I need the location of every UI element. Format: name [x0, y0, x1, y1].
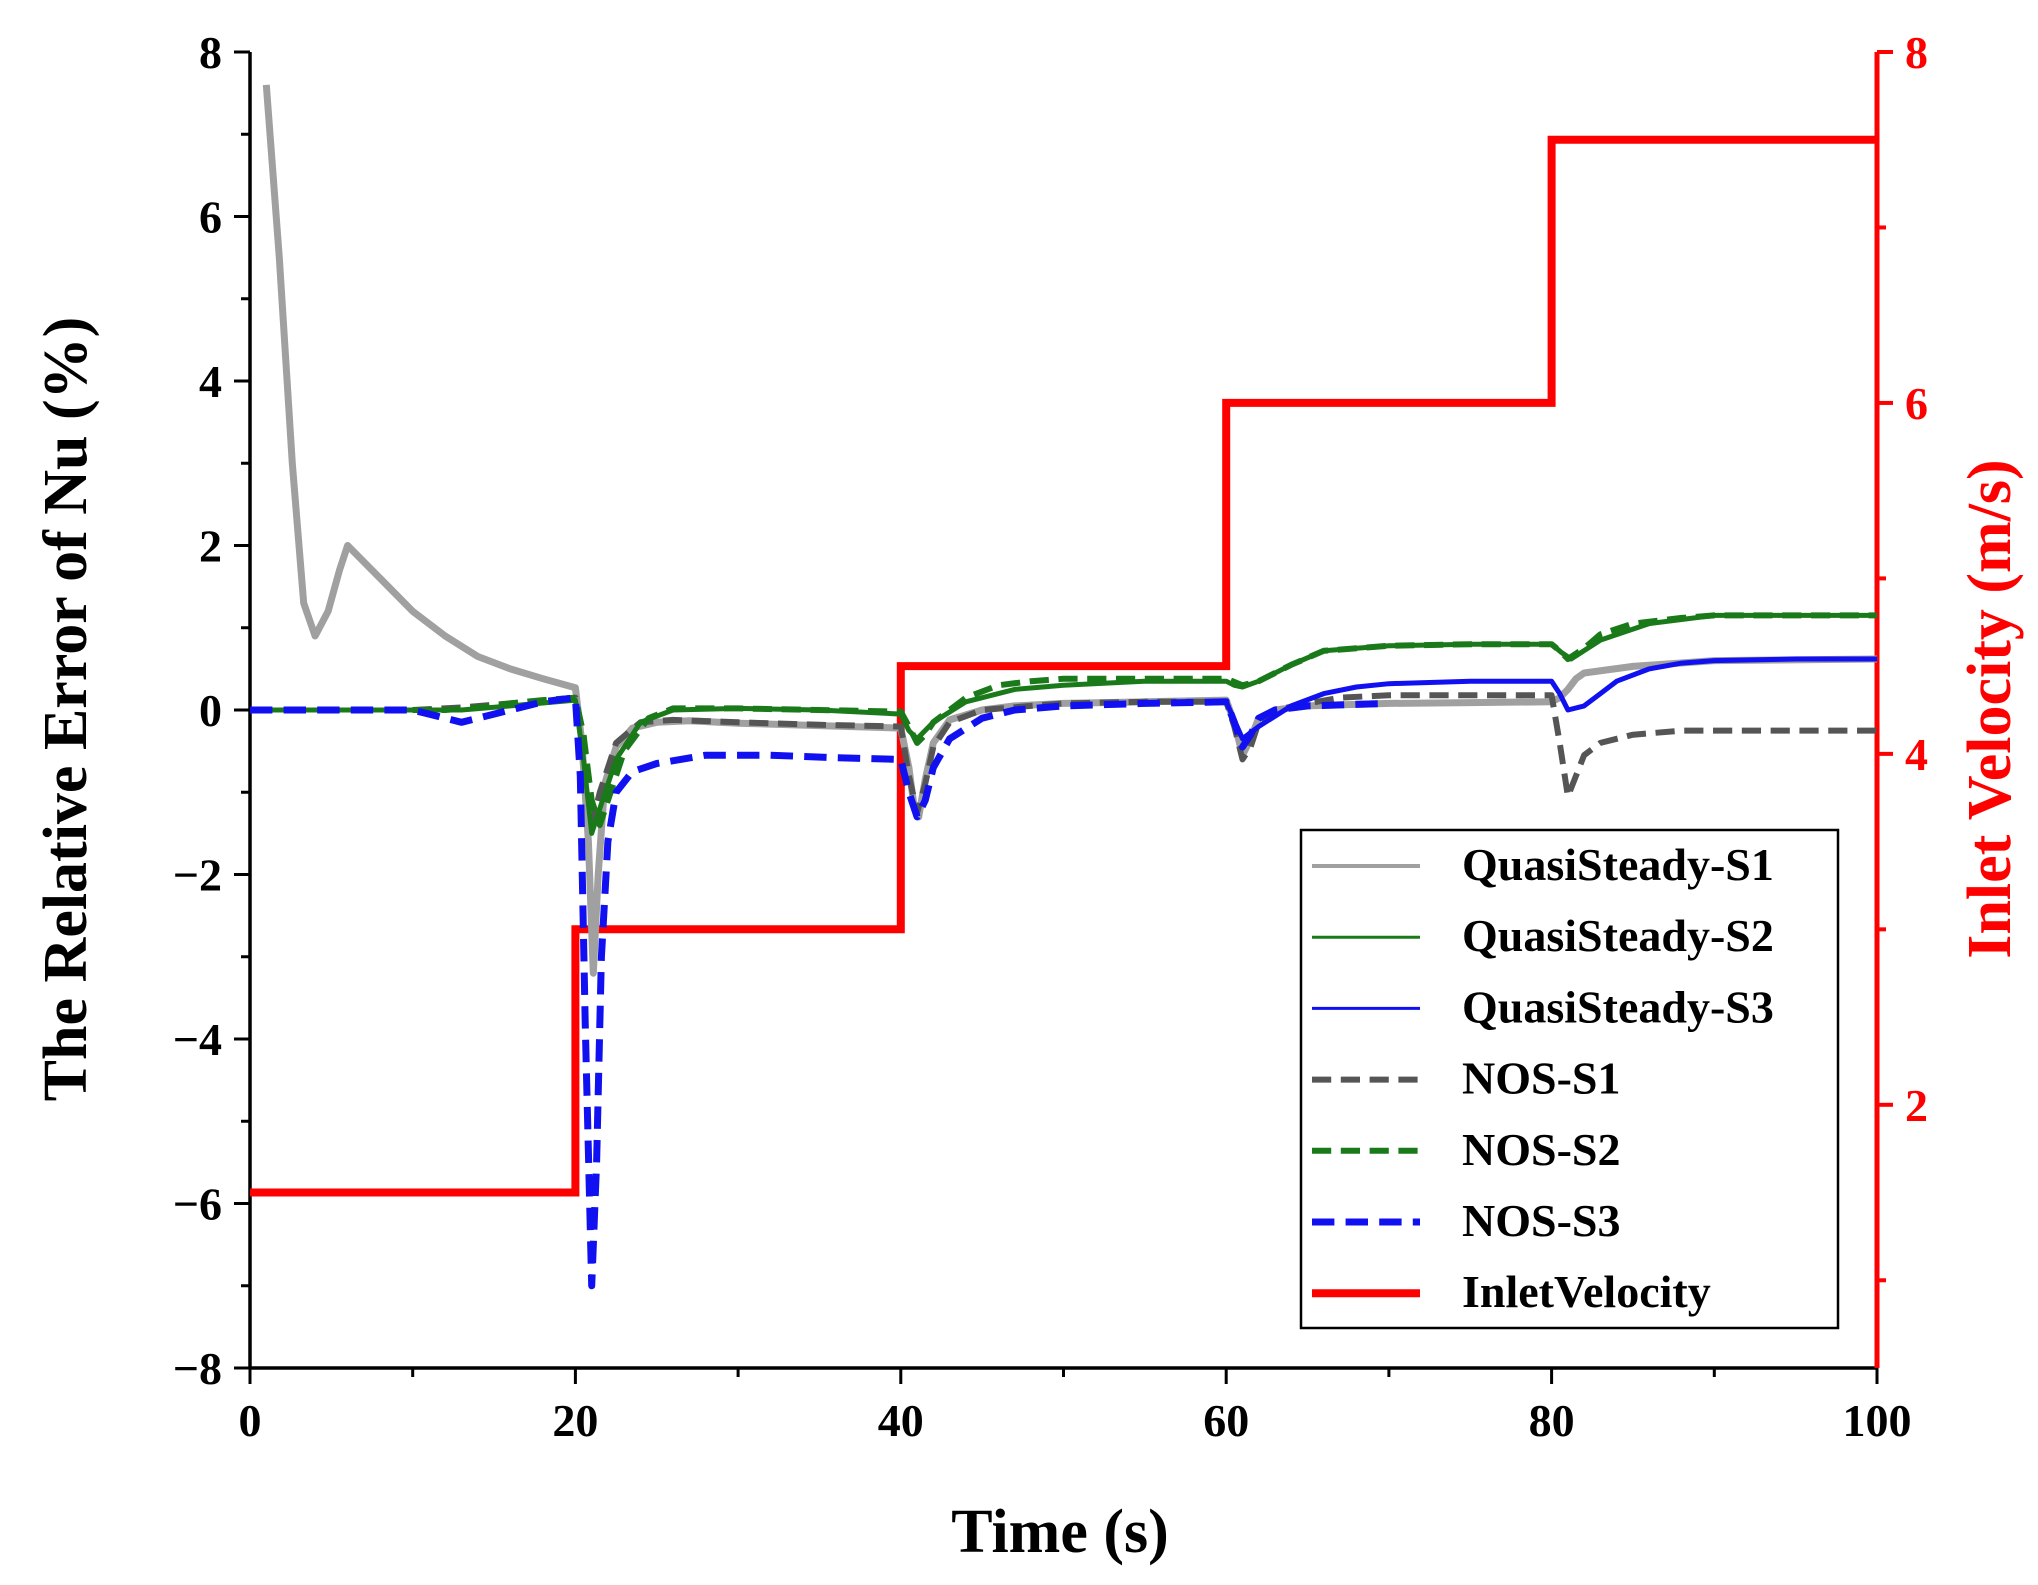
y-tick-label: 6 [199, 192, 222, 243]
series-line-nos-s3 [250, 694, 1390, 1290]
series-line-nos-s2 [412, 612, 1877, 829]
y-tick-label: 4 [199, 356, 222, 407]
x-tick-label: 80 [1529, 1395, 1575, 1446]
x-tick-label: 0 [239, 1395, 262, 1446]
series-line-quasisteady-s2 [250, 612, 1877, 836]
y-tick-label: −4 [173, 1014, 222, 1065]
y-tick-label: −6 [173, 1179, 222, 1230]
series-line-inletvelocity [250, 135, 1877, 1197]
legend-label-quasisteady-s2: QuasiSteady-S2 [1462, 910, 1774, 961]
y-tick-label: −8 [173, 1343, 222, 1394]
legend-label-inletvelocity: InletVelocity [1462, 1266, 1711, 1317]
legend: QuasiSteady-S1 QuasiSteady-S2 QuasiSteady-… [1299, 828, 1840, 1330]
x-axis-title: Time (s) [951, 1498, 1169, 1566]
x-tick-label: 40 [878, 1395, 924, 1446]
series-line-nos-s1 [412, 692, 1877, 829]
y-tick-label: 0 [199, 685, 222, 736]
legend-label-nos-s1: NOS-S1 [1462, 1053, 1620, 1104]
x-tick-label: 60 [1203, 1395, 1249, 1446]
legend-label-quasisteady-s3: QuasiSteady-S3 [1462, 981, 1774, 1032]
y2-tick-label: 8 [1905, 27, 1928, 78]
x-tick-label: 100 [1843, 1395, 1912, 1446]
y2-axis-title: Inlet Velocity (m/s) [1956, 459, 2024, 958]
labels-layer: Time (s) The Relative Error of Nu (%) In… [32, 317, 2024, 1566]
y2-tick-label: 4 [1905, 729, 1928, 780]
legend-label-quasisteady-s1: QuasiSteady-S1 [1462, 839, 1774, 890]
series-layer [250, 84, 1878, 1290]
y-tick-label: 2 [199, 521, 222, 572]
y-tick-label: 8 [199, 27, 222, 78]
legend-label-nos-s3: NOS-S3 [1462, 1195, 1620, 1246]
x-tick-label: 20 [552, 1395, 598, 1446]
y-axis-title: The Relative Error of Nu (%) [32, 317, 100, 1102]
y2-tick-label: 2 [1905, 1080, 1928, 1131]
legend-label-nos-s2: NOS-S2 [1462, 1124, 1620, 1175]
y2-tick-label: 6 [1905, 378, 1928, 429]
y-tick-label: −2 [173, 850, 222, 901]
legend-box [1299, 828, 1840, 1330]
